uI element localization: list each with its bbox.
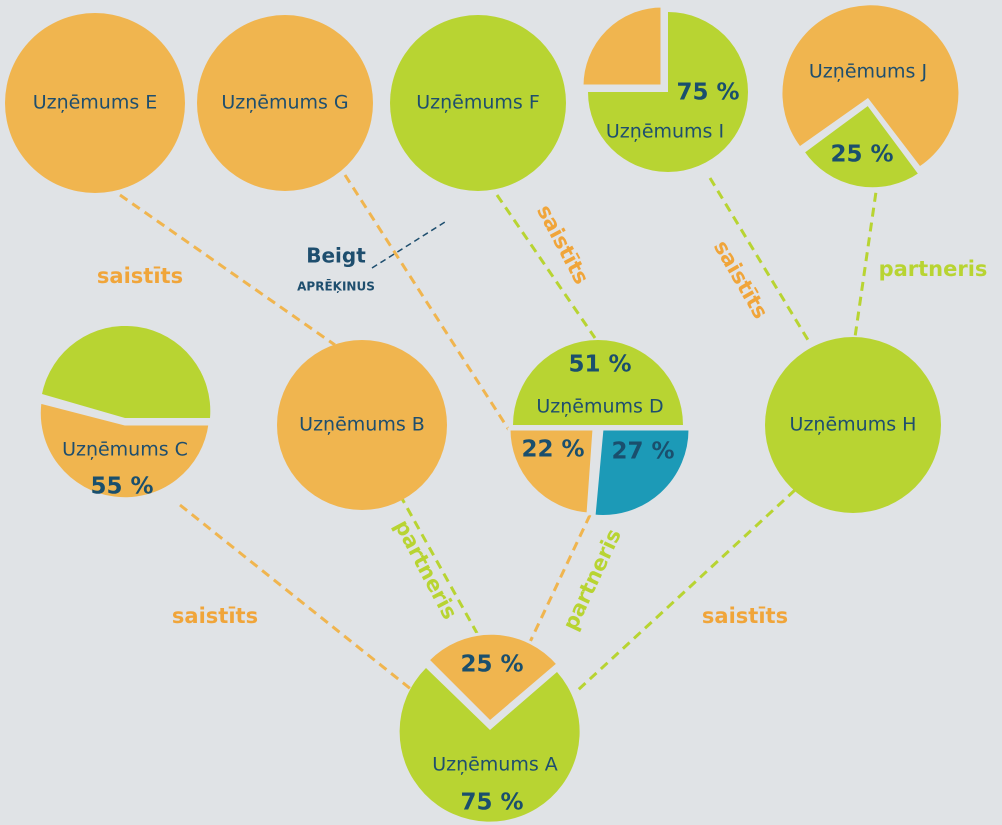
node-g — [197, 15, 373, 191]
node-share: 51 % — [568, 352, 631, 378]
node-i-slice — [580, 4, 664, 88]
node-share: 75 % — [676, 80, 739, 106]
node-label: Uzņēmums A — [432, 754, 558, 776]
edge-label: partneris — [879, 257, 988, 281]
edge-label: saistīts — [709, 236, 773, 323]
edge — [708, 177, 810, 341]
edge-label: saistīts — [97, 264, 183, 288]
node-a-slice — [399, 668, 580, 822]
node-share: 25 % — [830, 142, 893, 168]
node-d-slice — [513, 340, 683, 425]
edge-label: saistīts — [172, 604, 258, 628]
button-title: Beigt — [306, 244, 366, 268]
edge-label: saistīts — [702, 604, 788, 628]
node-b — [277, 340, 447, 510]
nodes — [5, 4, 959, 822]
node-d-slice — [592, 427, 692, 518]
edge — [398, 494, 480, 636]
node-share: 75 % — [460, 790, 523, 816]
button-subtitle: APRĒĶINUS — [297, 280, 375, 294]
node-c-slice — [37, 400, 212, 501]
node-label: Uzņēmums H — [790, 414, 917, 436]
edge — [119, 193, 336, 347]
edge-label: saistīts — [532, 201, 594, 288]
node-share: 25 % — [460, 652, 523, 678]
node-share: 22 % — [521, 437, 584, 463]
edges — [119, 174, 880, 692]
node-label: Uzņēmums B — [299, 414, 425, 436]
node-label: Uzņēmums C — [62, 439, 188, 461]
node-h — [765, 337, 941, 513]
edge-label: partneris — [558, 525, 626, 634]
node-i-slice — [588, 12, 748, 172]
node-label: Uzņēmums G — [221, 92, 348, 114]
node-label: Uzņēmums I — [606, 121, 724, 143]
node-j-slice — [782, 5, 959, 167]
node-label: Uzņēmums D — [536, 396, 663, 418]
node-e — [5, 13, 185, 193]
edge — [853, 177, 880, 338]
edge — [343, 174, 527, 456]
node-c-slice — [42, 325, 211, 418]
button-line — [371, 221, 446, 269]
node-j-slice — [800, 101, 923, 191]
node-share: 55 % — [90, 474, 153, 500]
node-a-slice — [425, 631, 561, 725]
edge — [528, 514, 592, 643]
node-label: Uzņēmums F — [416, 92, 540, 114]
node-f — [390, 15, 566, 191]
edge — [576, 488, 797, 692]
node-d-slice — [507, 427, 596, 516]
edge-label: partneris — [390, 516, 462, 623]
node-label: Uzņēmums J — [809, 61, 927, 83]
edge — [179, 503, 413, 692]
node-share: 27 % — [611, 439, 674, 465]
node-label: Uzņēmums E — [33, 92, 158, 114]
